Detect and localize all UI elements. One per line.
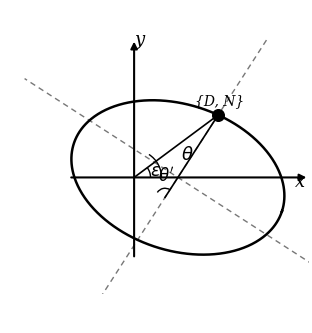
- Text: $\theta$: $\theta$: [181, 146, 194, 164]
- Text: y: y: [135, 31, 145, 49]
- Text: $\varepsilon$: $\varepsilon$: [150, 162, 161, 180]
- Text: x: x: [295, 173, 305, 191]
- Point: [216, 112, 221, 118]
- Text: {D, N}: {D, N}: [195, 95, 244, 109]
- Text: $\theta'$: $\theta'$: [158, 167, 175, 186]
